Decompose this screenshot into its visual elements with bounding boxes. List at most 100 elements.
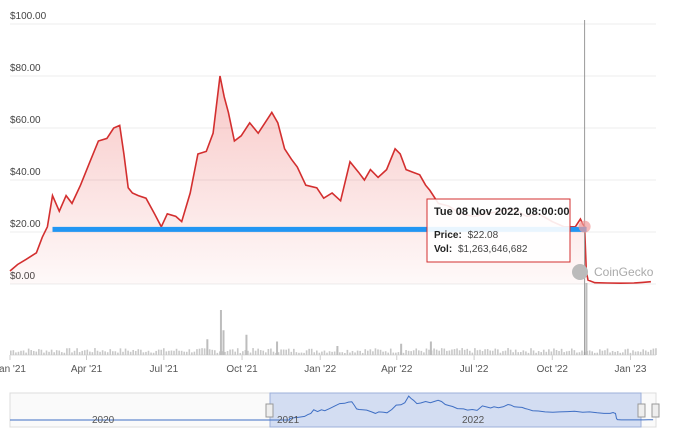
volume-bar <box>514 349 517 355</box>
volume-bar <box>341 352 344 355</box>
volume-bar <box>652 348 655 355</box>
volume-bar <box>106 352 109 355</box>
volume-bar <box>277 352 280 355</box>
volume-bar <box>198 348 201 355</box>
volume-bar <box>463 349 466 355</box>
volume-bar <box>571 348 573 355</box>
volume-bar <box>433 348 435 355</box>
volume-bar <box>191 352 193 355</box>
volume-bar <box>545 351 548 355</box>
volume-bar <box>616 351 619 355</box>
volume-bar <box>173 350 175 355</box>
volume-bar <box>175 348 178 355</box>
volume-bar <box>101 350 104 355</box>
volume-bar <box>318 352 321 355</box>
volume-bar <box>66 348 68 355</box>
volume-bar <box>591 351 593 355</box>
volume-bar <box>48 351 50 355</box>
volume-bar <box>270 348 272 355</box>
volume-bar <box>632 350 634 355</box>
volume-bar <box>275 352 277 355</box>
volume-bar <box>27 348 30 355</box>
volume-bar <box>35 351 38 355</box>
volume-bar <box>61 352 63 355</box>
volume-bar <box>254 350 257 355</box>
volume-bar <box>392 352 395 355</box>
volume-bar <box>369 349 372 355</box>
volume-bar <box>326 352 328 355</box>
volume-bar <box>372 351 374 355</box>
volume-bar <box>530 348 532 355</box>
x-tick-label: Jan '23 <box>615 364 647 375</box>
volume-bar <box>242 351 244 355</box>
volume-bar <box>349 352 351 355</box>
volume-bar <box>114 351 117 355</box>
volume-bar <box>155 350 157 355</box>
y-tick-label: $20.00 <box>10 219 41 230</box>
volume-bar <box>91 352 94 355</box>
volume-bar <box>127 350 129 355</box>
volume-bar <box>474 348 476 355</box>
volume-bar <box>58 350 61 355</box>
volume-bar <box>532 350 535 355</box>
volume-bar <box>142 352 145 355</box>
range-navigator[interactable]: 2020 2021 2022 <box>9 392 660 428</box>
volume-spike <box>400 343 403 355</box>
volume-bar <box>63 352 66 355</box>
volume-bar <box>619 352 622 355</box>
volume-bar <box>249 352 252 355</box>
coingecko-watermark: CoinGecko <box>572 264 654 280</box>
volume-bar <box>55 350 58 355</box>
volume-bar <box>236 348 239 355</box>
volume-bar <box>30 350 32 355</box>
volume-bar <box>178 350 180 355</box>
volume-bar <box>415 348 418 355</box>
volume-bar <box>410 351 412 355</box>
volume-bar <box>137 349 140 355</box>
volume-bar <box>247 350 249 355</box>
volume-bar <box>537 351 540 355</box>
volume-bar <box>446 350 448 355</box>
volume-bar <box>17 351 20 355</box>
volume-spike <box>245 334 248 355</box>
volume-bar <box>145 351 147 355</box>
volume-bar <box>497 349 499 355</box>
navigator-left-handle[interactable] <box>265 403 274 418</box>
volume-bar <box>596 352 599 355</box>
volume-bar <box>486 349 489 355</box>
volume-bar <box>412 350 415 355</box>
volume-bar <box>494 348 497 355</box>
x-tick-label: Jan '21 <box>0 364 26 375</box>
volume-bar <box>639 351 642 355</box>
navigator-right-handle[interactable] <box>637 403 646 418</box>
volume-spike <box>585 283 588 355</box>
volume-spike <box>429 341 432 355</box>
volume-bar <box>323 350 326 355</box>
volume-bar <box>282 349 285 355</box>
navigator-line <box>10 395 654 421</box>
volume-bar <box>262 350 265 355</box>
volume-bar <box>560 348 563 355</box>
volume-bar <box>458 350 461 355</box>
navigator-scroll-handle[interactable] <box>651 403 660 418</box>
y-tick-label: $60.00 <box>10 115 41 126</box>
volume-bar <box>104 351 106 355</box>
watermark-text: CoinGecko <box>594 265 654 279</box>
volume-bar <box>298 352 300 355</box>
volume-bar <box>32 350 35 355</box>
tooltip-volume: Vol: $1,263,646,682 <box>434 244 528 255</box>
volume-bar <box>389 348 392 355</box>
volume-bar <box>650 349 652 355</box>
x-tick-label: Jul '21 <box>150 364 179 375</box>
volume-bar <box>611 350 614 355</box>
x-tick-label: Apr '22 <box>381 364 413 375</box>
volume-bar <box>627 348 629 355</box>
volume-bar <box>384 351 387 355</box>
volume-bar <box>550 351 553 355</box>
tooltip-vol-label: Vol: <box>434 244 452 255</box>
volume-bar <box>466 348 469 355</box>
volume-bar <box>555 350 558 355</box>
tooltip: Tue 08 Nov 2022, 08:00:00 Price: $22.08 … <box>426 198 571 263</box>
